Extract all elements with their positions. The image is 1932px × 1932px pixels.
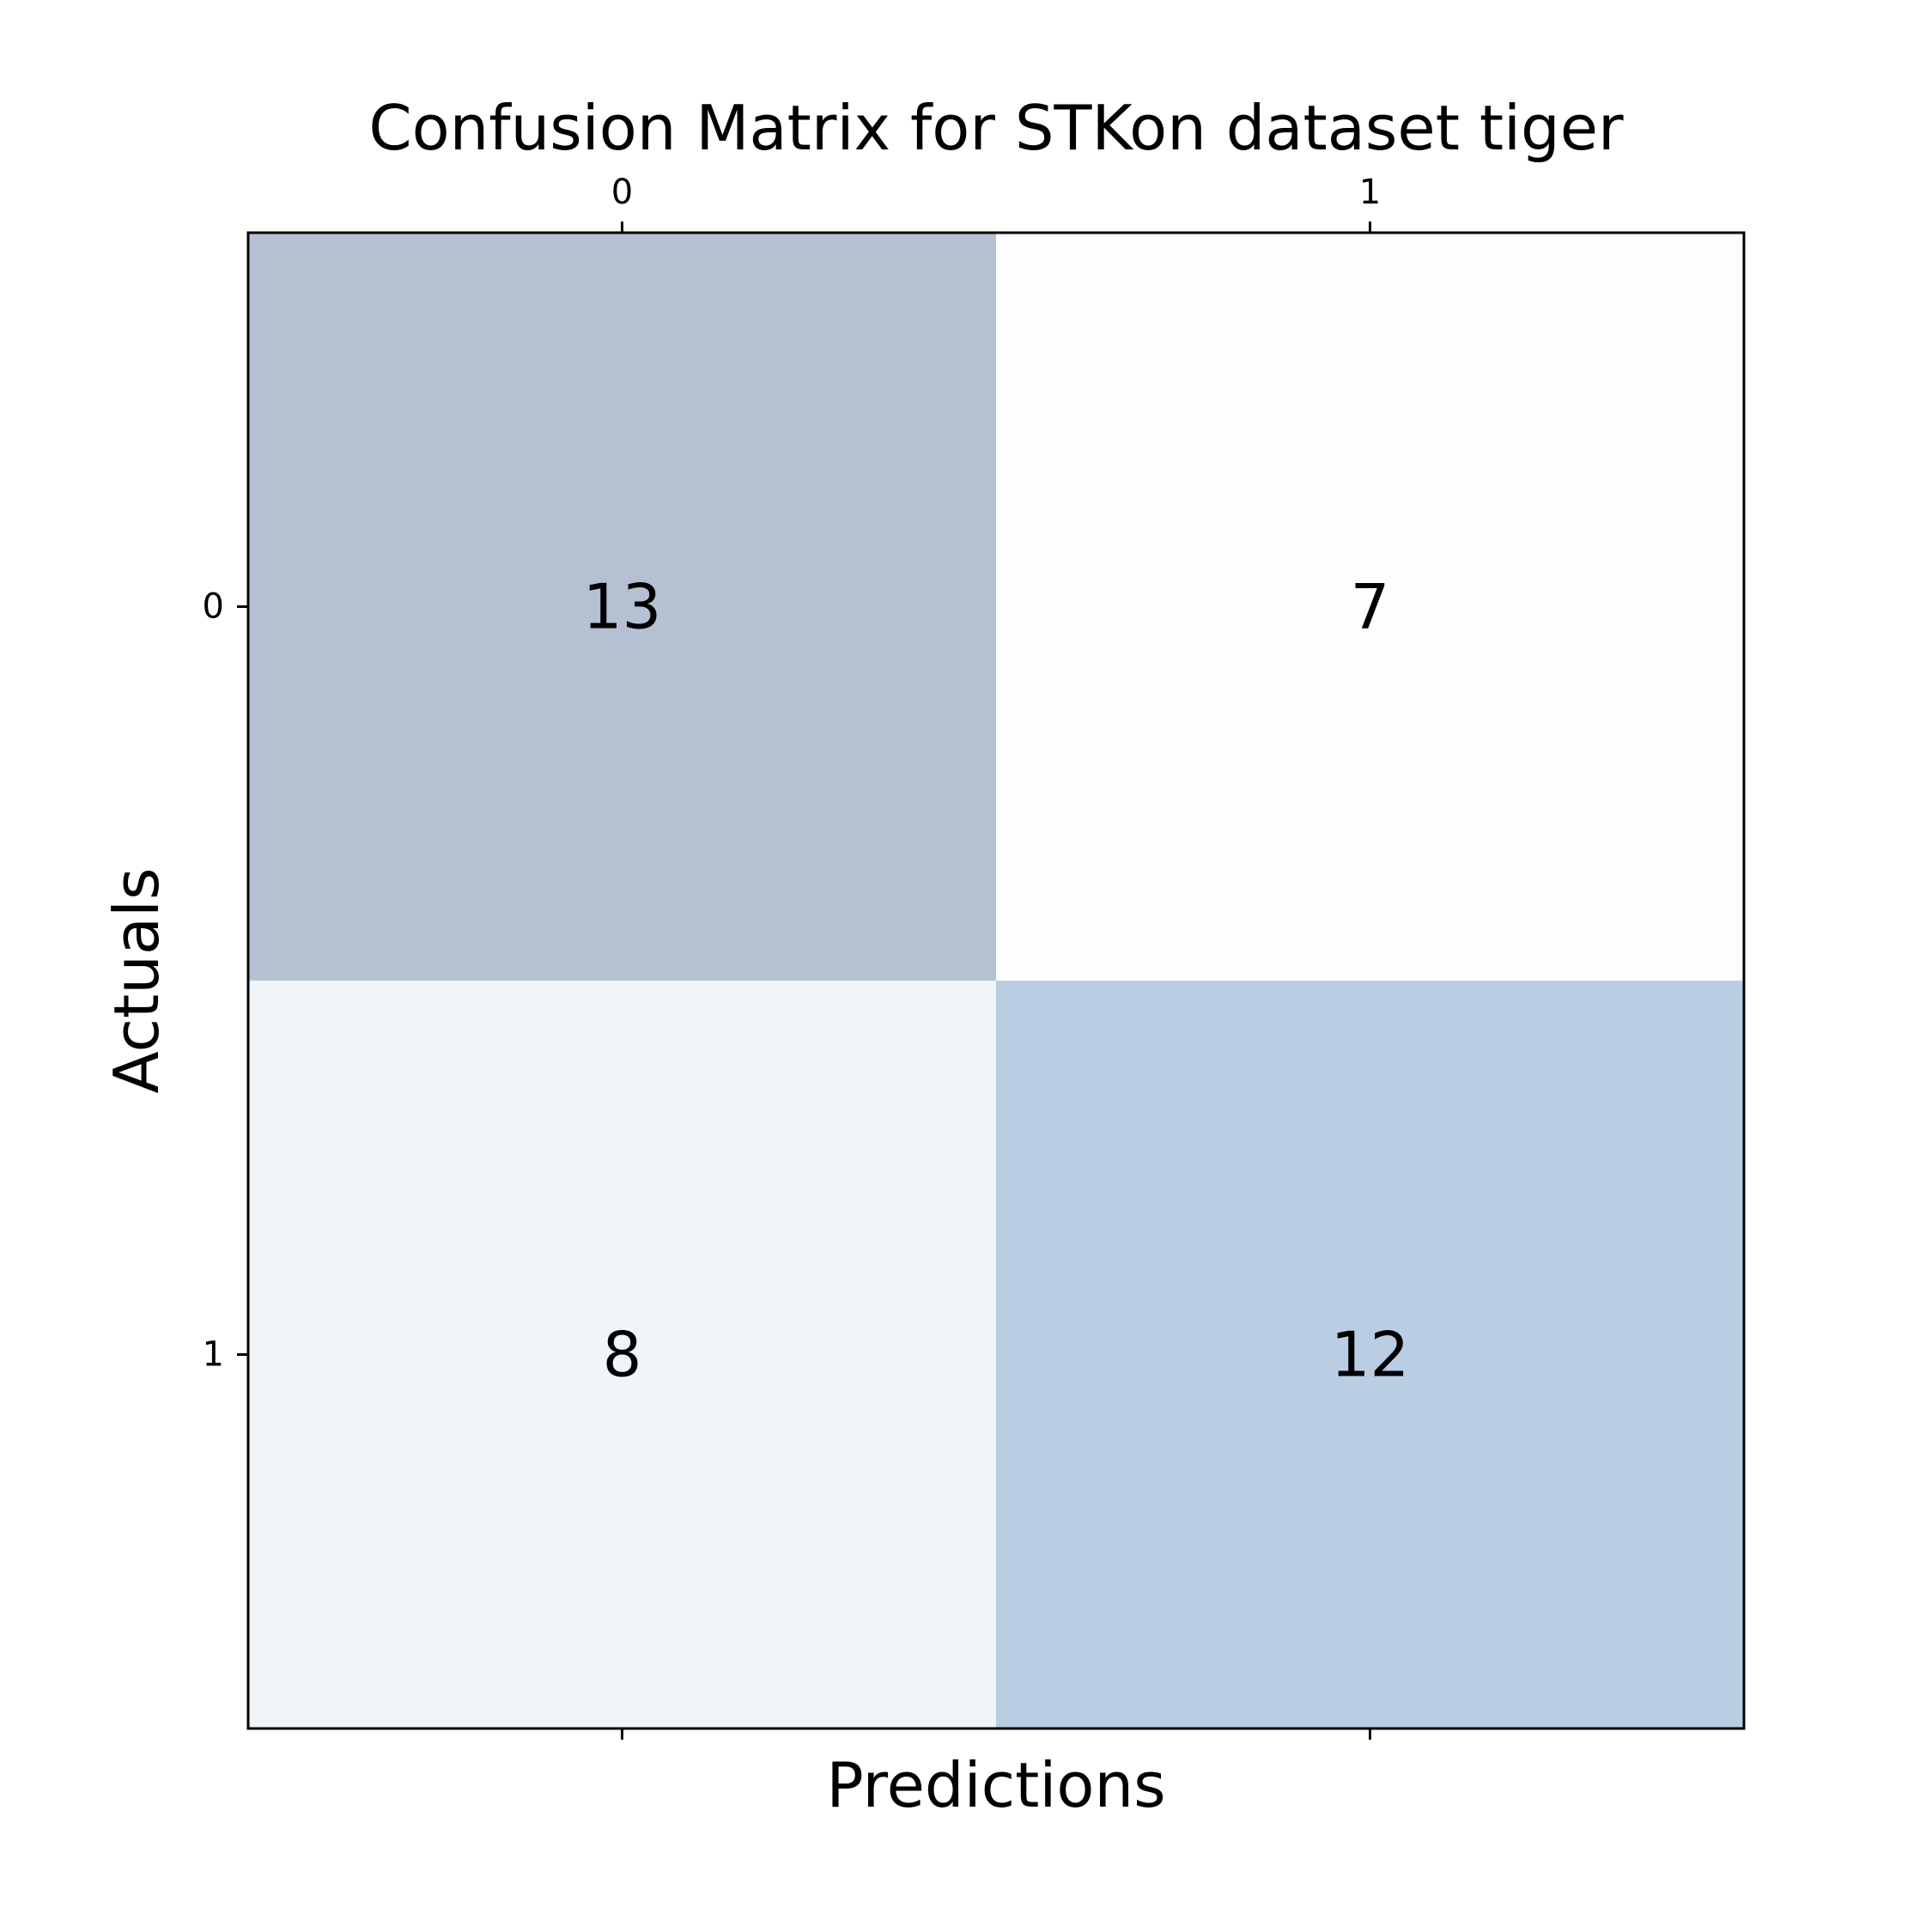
matrix-cells xyxy=(248,233,1744,1728)
cell-value-r1-c0: 8 xyxy=(603,1319,642,1391)
y-tick-label-0: 0 xyxy=(203,587,224,627)
x-tick-label-0: 0 xyxy=(611,173,633,212)
matrix-cell-r0-c1 xyxy=(996,233,1744,981)
cell-value-r1-c1: 12 xyxy=(1331,1319,1410,1391)
matrix-cell-r1-c1 xyxy=(996,981,1744,1728)
y-axis-label: Actuals xyxy=(100,867,173,1093)
cell-value-r0-c1: 7 xyxy=(1351,571,1390,643)
axis-ticks: 0 1 0 1 xyxy=(203,173,1381,1740)
matrix-cell-labels: 13 7 8 12 xyxy=(583,571,1410,1391)
matrix-cell-r1-c0 xyxy=(248,981,996,1728)
plot-frame xyxy=(246,231,1746,1730)
cell-value-r0-c0: 13 xyxy=(583,571,662,643)
x-tick-label-1: 1 xyxy=(1359,173,1381,212)
matrix-cell-r0-c0 xyxy=(248,233,996,981)
y-tick-label-1: 1 xyxy=(203,1335,224,1375)
x-axis-label: Predictions xyxy=(826,1749,1165,1821)
chart-title: Confusion Matrix for STKon dataset tiger xyxy=(368,92,1624,164)
